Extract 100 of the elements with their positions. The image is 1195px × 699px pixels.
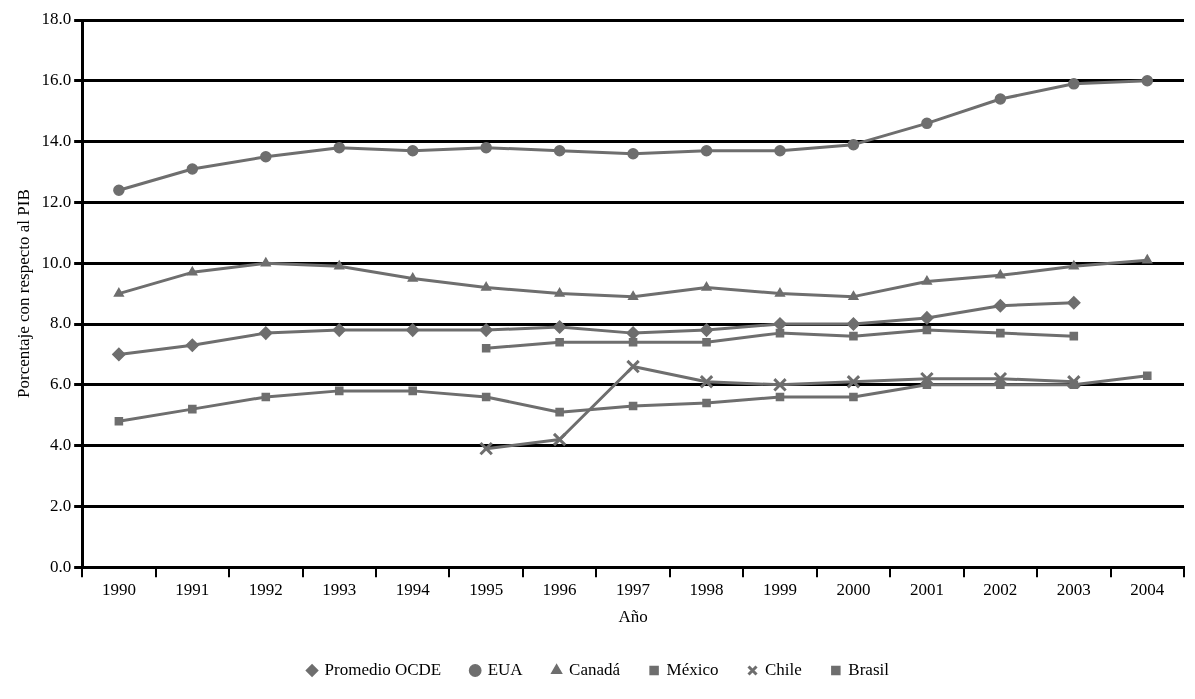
point: [479, 441, 494, 456]
point: [1142, 254, 1153, 264]
x-axis-title: Año: [618, 607, 648, 627]
point: [1067, 295, 1081, 310]
point: [1141, 75, 1154, 87]
y-tick-label: 10.0: [41, 252, 72, 272]
x-tick-label: 2002: [983, 579, 1018, 599]
point: [481, 344, 491, 353]
x-tick-label: 2003: [1056, 579, 1091, 599]
point: [1069, 331, 1079, 341]
x-tick-label: 1998: [689, 579, 724, 599]
point: [920, 311, 934, 325]
point: [847, 138, 860, 151]
point: [1066, 374, 1081, 389]
point: [405, 323, 420, 337]
point: [481, 281, 492, 291]
y-tick-label: 18.0: [41, 9, 72, 29]
point: [921, 275, 932, 285]
y-axis-title: Porcentaje con respecto al PIB: [13, 189, 33, 398]
point: [185, 338, 200, 353]
point: [554, 287, 565, 297]
point: [333, 141, 345, 154]
point: [996, 380, 1005, 390]
point: [188, 404, 197, 414]
point: [701, 281, 712, 291]
y-tick-label: 6.0: [49, 374, 72, 394]
point: [700, 144, 713, 157]
point: [848, 290, 859, 300]
x-tick-label: 1999: [762, 579, 797, 599]
point: [919, 371, 935, 386]
point: [553, 144, 566, 157]
point: [334, 260, 345, 270]
legend-label: México: [666, 659, 719, 679]
point: [773, 317, 787, 331]
point: [1142, 371, 1152, 380]
point: [995, 269, 1006, 279]
point: [626, 326, 640, 340]
point: [555, 407, 564, 417]
point: [846, 374, 861, 389]
point: [994, 93, 1007, 105]
y-tick-label: 14.0: [41, 131, 72, 151]
legend-label: EUA: [487, 659, 524, 679]
point: [187, 266, 198, 276]
point: [261, 392, 271, 402]
point: [774, 287, 786, 297]
y-tick-label: 0.0: [49, 556, 72, 576]
y-tick-label: 4.0: [49, 435, 72, 455]
x-tick-label: 1991: [175, 579, 210, 599]
y-tick-label: 2.0: [49, 495, 72, 515]
x-tick-label: 2004: [1130, 579, 1165, 599]
x-tick-label: 2001: [909, 579, 944, 599]
point: [628, 401, 638, 411]
y-tick-label: 8.0: [49, 313, 72, 333]
point: [479, 323, 493, 337]
legend-label: Canadá: [569, 659, 621, 679]
y-tick-label: 12.0: [41, 191, 72, 211]
legend-label: Chile: [765, 659, 802, 679]
point: [186, 163, 199, 175]
point: [993, 299, 1008, 313]
point: [112, 347, 126, 362]
point: [552, 432, 567, 447]
point: [113, 184, 125, 196]
point: [699, 323, 714, 337]
point: [849, 331, 858, 341]
point: [332, 323, 346, 337]
point: [699, 374, 714, 389]
y-tick-label: 16.0: [41, 70, 72, 90]
point: [114, 416, 124, 426]
point: [625, 359, 641, 374]
x-tick-label: 2000: [836, 579, 871, 599]
x-tick-label: 1993: [322, 579, 357, 599]
point: [1068, 78, 1080, 90]
point: [627, 148, 639, 160]
point: [996, 328, 1005, 338]
point: [1068, 260, 1079, 270]
point: [628, 290, 639, 300]
point: [113, 287, 124, 297]
point: [628, 337, 638, 347]
point: [1069, 380, 1079, 390]
point: [259, 326, 273, 340]
point: [921, 117, 933, 130]
legend-label: Brasil: [848, 659, 890, 679]
point: [775, 392, 785, 402]
x-tick-label: 1992: [248, 579, 283, 599]
point: [555, 337, 564, 347]
point: [408, 386, 417, 396]
point: [334, 386, 344, 396]
point: [480, 141, 492, 154]
point: [260, 151, 272, 163]
x-tick-label: 1994: [395, 579, 431, 599]
x-tick-label: 1990: [101, 579, 136, 599]
point: [993, 371, 1008, 386]
x-tick-label: 1996: [542, 579, 577, 599]
point: [552, 320, 567, 334]
point: [702, 337, 711, 347]
point: [406, 144, 419, 157]
point: [774, 144, 786, 157]
x-tick-label: 1997: [616, 579, 651, 599]
point: [922, 325, 932, 335]
point: [846, 317, 861, 331]
